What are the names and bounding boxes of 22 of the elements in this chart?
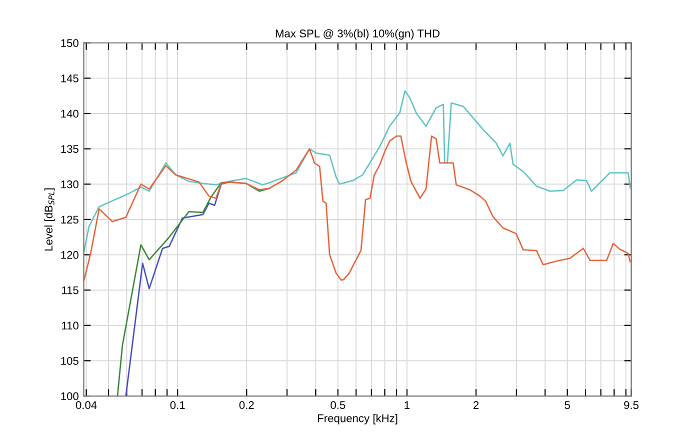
- x-tick-label: 0.5: [330, 401, 346, 410]
- y-tick-label: 125: [61, 216, 78, 224]
- y-tick-label: 105: [61, 356, 78, 365]
- x-axis-title: Frequency [kHz]: [318, 414, 398, 424]
- y-tick-label: 110: [62, 322, 78, 330]
- x-tick-label: 0.1: [170, 401, 185, 410]
- x-tick-label: 2: [474, 401, 479, 409]
- y-tick-label: 140: [61, 110, 78, 118]
- y-tick-label: 100: [61, 392, 78, 400]
- x-tick-label: 5: [564, 401, 570, 410]
- y-tick-label: 145: [61, 74, 78, 82]
- y-tick-label: 115: [62, 286, 78, 294]
- y-tick-label: 120: [61, 251, 78, 259]
- x-tick-label: 1: [404, 401, 410, 409]
- x-tick-label: 9.5: [624, 401, 639, 410]
- y-tick-label: 130: [61, 180, 78, 188]
- y-tick-label: 135: [61, 145, 78, 153]
- y-tick-label: 150: [61, 39, 78, 48]
- chart-title: Max SPL @ 3%(bl) 10%(gn) THD: [276, 29, 440, 40]
- x-tick-label: 0.04: [76, 401, 97, 410]
- x-tick-label: 0.2: [239, 401, 254, 410]
- y-axis-title: Level [dB$_{SPL}$]: [44, 188, 55, 250]
